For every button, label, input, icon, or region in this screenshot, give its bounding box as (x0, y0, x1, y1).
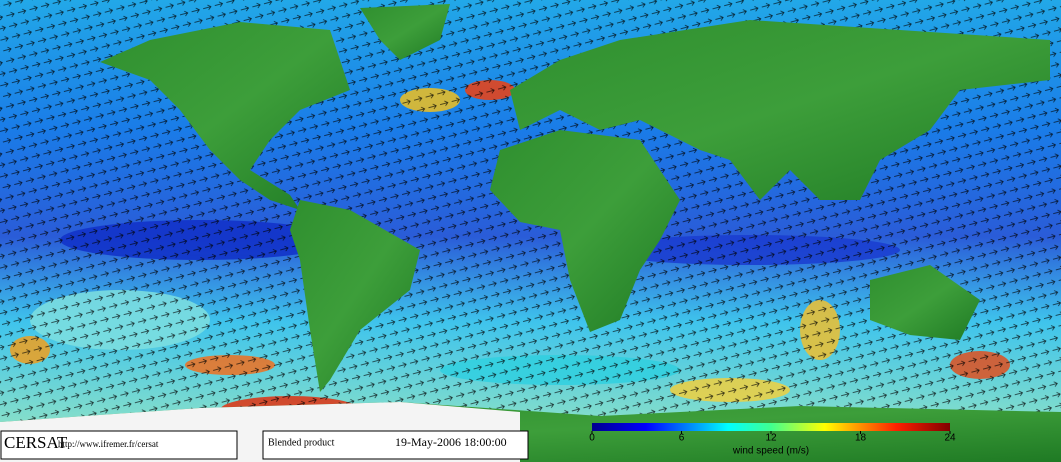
colorbar-tick-label: 0 (589, 433, 595, 444)
colorbar-tick-label: 6 (679, 433, 685, 444)
australia (870, 265, 980, 340)
eurasia (510, 20, 1050, 200)
date: 19-May-2006 18:00:00 (395, 435, 507, 449)
logo: CERSAT (4, 433, 68, 452)
url: http://www.ifremer.fr/cersat (58, 439, 159, 449)
colorbar: wind speed (m/s) 0 6 12 18 24 (589, 423, 956, 457)
north-america (100, 22, 350, 210)
colorbar-tick-label: 24 (944, 433, 956, 444)
footer: CERSAT http://www.ifremer.fr/cersat Blen… (0, 430, 529, 460)
colorbar-scale (592, 423, 950, 431)
product-box (262, 430, 529, 460)
greenland (360, 4, 450, 60)
product: Blended product (268, 437, 335, 448)
colorbar-tick-label: 12 (765, 433, 777, 444)
logo-box (0, 430, 238, 460)
colorbar-tick-label: 18 (855, 433, 867, 444)
south-america (290, 200, 420, 392)
africa (490, 130, 680, 332)
colorbar-label: wind speed (m/s) (732, 446, 809, 457)
